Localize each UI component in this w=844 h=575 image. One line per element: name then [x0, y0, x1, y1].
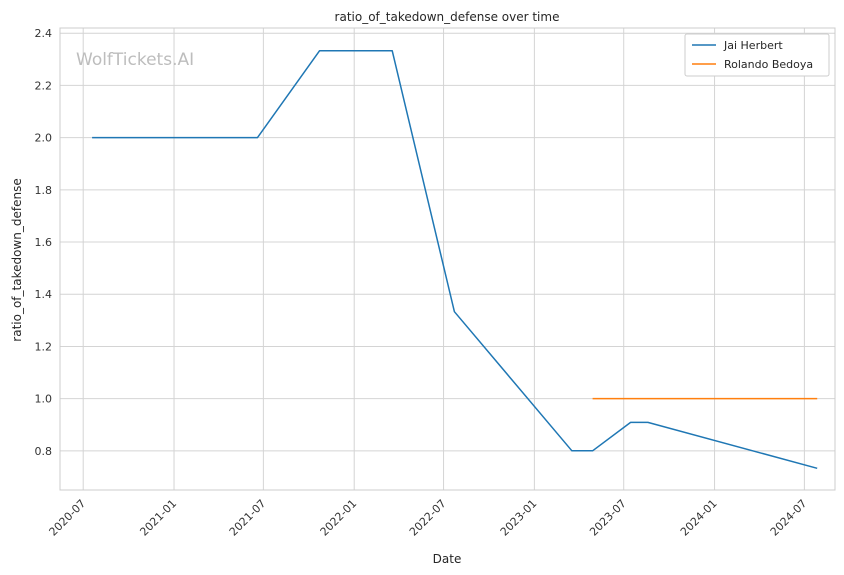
- legend: Jai Herbert Rolando Bedoya: [684, 33, 830, 77]
- x-tick-label: 2021-07: [227, 497, 269, 539]
- x-tick-label: 2024-07: [768, 497, 810, 539]
- y-tick-label: 1.4: [35, 288, 53, 301]
- y-tick-label: 1.8: [35, 184, 53, 197]
- legend-label-jai-herbert: Jai Herbert: [723, 39, 783, 52]
- y-tick-label: 2.2: [35, 79, 53, 92]
- series-line-jai-herbert: [92, 49, 818, 470]
- x-tick-label: 2023-01: [498, 497, 540, 539]
- x-tick-label: 2023-07: [587, 497, 629, 539]
- y-tick-label: 1.6: [35, 236, 53, 249]
- series-lines: [92, 49, 818, 470]
- watermark-text: WolfTickets.AI: [76, 50, 194, 70]
- y-tick-label: 2.4: [35, 27, 53, 40]
- plot-background: [60, 28, 835, 490]
- y-tick-label: 1.2: [35, 340, 53, 353]
- y-axis-label: ratio_of_takedown_defense: [10, 178, 24, 341]
- x-tick-label: 2024-01: [678, 497, 720, 539]
- legend-label-rolando-bedoya: Rolando Bedoya: [724, 58, 813, 71]
- plot-frame: [59, 27, 836, 491]
- x-tick-label: 2022-07: [407, 497, 449, 539]
- y-tick-label: 2.0: [35, 132, 53, 145]
- grid: [60, 28, 835, 490]
- y-tick-label: 0.8: [35, 445, 53, 458]
- chart-title: ratio_of_takedown_defense over time: [335, 10, 560, 24]
- legend-box: [684, 33, 830, 77]
- y-tick-label: 1.0: [35, 393, 53, 406]
- x-tick-label: 2022-01: [318, 497, 360, 539]
- x-axis-label: Date: [433, 552, 462, 566]
- x-tick-label: 2021-01: [137, 497, 179, 539]
- x-tick-label: 2020-07: [47, 497, 89, 539]
